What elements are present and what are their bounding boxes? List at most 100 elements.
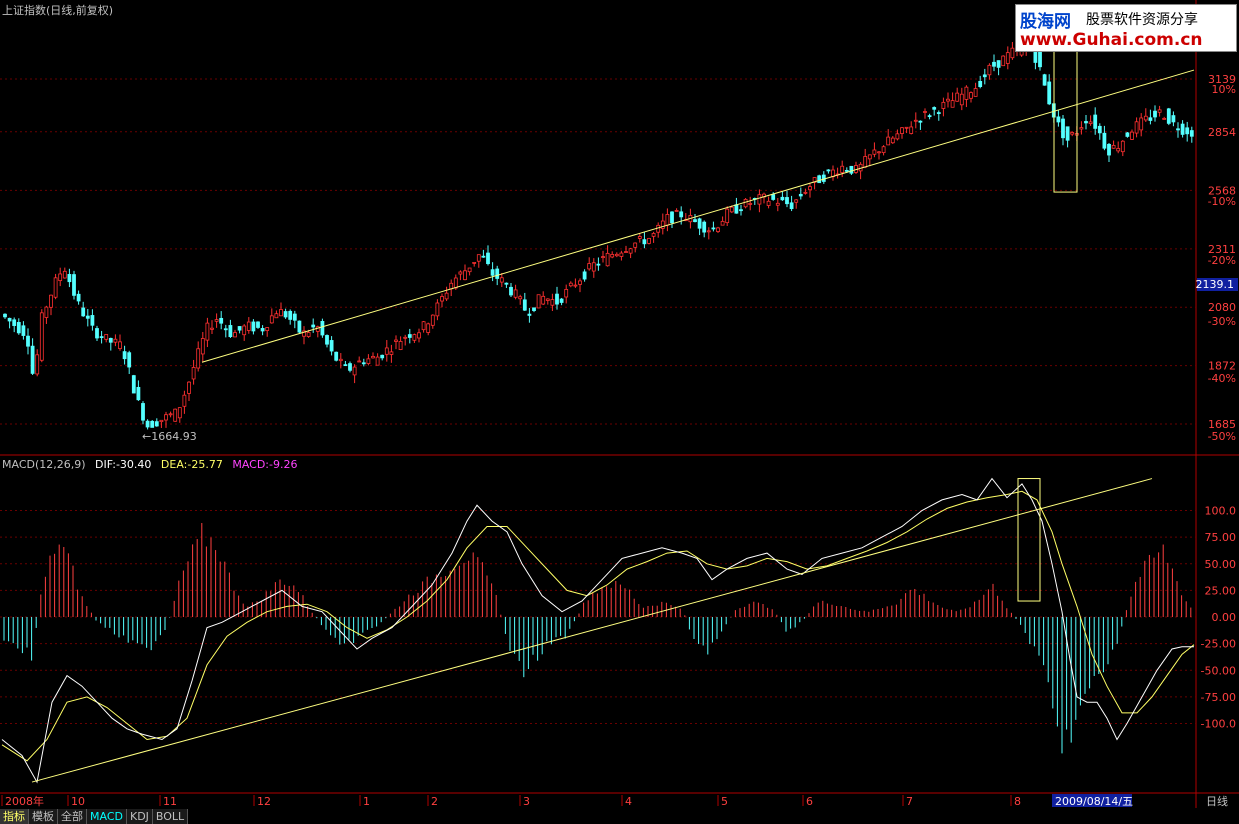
tab-macd[interactable]: MACD [87, 809, 127, 824]
percent-tick-label: -10% [1208, 195, 1236, 208]
candle-body [890, 137, 895, 144]
candle-body [996, 60, 1001, 68]
candle-body [614, 253, 619, 257]
candle-body [177, 407, 182, 419]
candle-body [53, 277, 58, 298]
candle-body [1162, 117, 1167, 120]
candle-body [1125, 132, 1130, 137]
candle-body [785, 197, 789, 205]
logo-url: www.Guhai.com.cn [1020, 30, 1203, 50]
percent-tick-label: -50% [1208, 430, 1236, 443]
candle-body [817, 175, 822, 184]
candle-body [1107, 143, 1111, 156]
candle-body [237, 326, 242, 331]
tab-all[interactable]: 全部 [58, 809, 87, 824]
axes: 313928542568231120801872168510%-10%-20%-… [1, 73, 1238, 808]
candle-body [1116, 148, 1121, 152]
candle-body [821, 174, 826, 182]
candle-body [12, 319, 17, 326]
candle-body [729, 206, 734, 213]
candle-body [357, 360, 362, 363]
candle-body [1038, 51, 1042, 68]
candle-body [269, 315, 274, 324]
candle-body [297, 320, 302, 333]
macd-tick-label: -25.00 [1201, 638, 1236, 651]
candle-body [104, 334, 109, 340]
candle-body [1088, 121, 1093, 124]
candle-body [877, 151, 881, 154]
candle-body [499, 277, 504, 283]
candle-body [522, 299, 527, 311]
candle-body [95, 328, 99, 339]
tab-kdj[interactable]: KDJ [126, 809, 153, 824]
macd-highlight-box [1017, 478, 1041, 602]
macd-value: MACD:-9.26 [232, 458, 298, 471]
candle-body [711, 227, 716, 230]
macd-tick-label: 25.00 [1205, 584, 1237, 597]
candle-body [182, 394, 187, 407]
candle-body [173, 408, 178, 422]
candle-body [205, 322, 210, 341]
candle-body [136, 386, 141, 401]
candle-body [72, 274, 76, 296]
price-tick-label: 2568 [1208, 184, 1236, 197]
candle-body [601, 256, 605, 259]
candle-body [582, 271, 587, 280]
candle-body [394, 339, 398, 342]
percent-tick-label: 10% [1212, 83, 1236, 96]
dif-line [1, 477, 1194, 784]
candle-body [992, 61, 996, 67]
candle-body [384, 347, 389, 355]
price-tick-label: 1685 [1208, 418, 1236, 431]
tab-template[interactable]: 模板 [29, 809, 58, 824]
candle-body [766, 200, 771, 206]
candle-body [665, 214, 670, 226]
macd-panel[interactable] [1, 477, 1195, 784]
candle-body [292, 313, 297, 321]
candle-body [279, 309, 283, 317]
candle-body [472, 261, 477, 264]
tab-boll[interactable]: BOLL [152, 809, 189, 824]
candle-body [978, 80, 983, 87]
x-tick-label: 6 [806, 795, 813, 808]
candle-body [973, 88, 978, 97]
candle-body [863, 156, 868, 168]
candle-body [702, 221, 707, 233]
candle-body [449, 282, 454, 290]
candle-body [421, 321, 426, 331]
candle-body [812, 177, 817, 183]
candle-body [366, 358, 371, 364]
candle-body [191, 367, 196, 380]
candle-body [81, 307, 86, 317]
dif-value: DIF:-30.40 [95, 458, 152, 471]
candle-body [1102, 132, 1107, 149]
candle-body [302, 330, 306, 337]
x-tick-label: 12 [257, 795, 271, 808]
candle-body [596, 263, 601, 266]
candle-body [844, 170, 849, 172]
candle-body [141, 403, 145, 421]
candle-body [30, 345, 35, 374]
candle-body [969, 92, 973, 99]
candle-body [407, 334, 412, 338]
candle-body [108, 337, 113, 343]
candle-body [67, 274, 72, 283]
candle-body [656, 224, 661, 233]
candle-body [670, 211, 674, 224]
candle-body [780, 196, 785, 201]
tab-indicator[interactable]: 指标 [0, 809, 29, 824]
candle-body [476, 254, 481, 262]
macd-tick-label: -100.0 [1201, 718, 1236, 731]
candle-body [200, 338, 205, 355]
candle-body [794, 199, 799, 203]
candle-body [412, 334, 417, 341]
candle-body [348, 363, 352, 371]
candle-body [1166, 108, 1171, 124]
price-panel[interactable]: ←1664.93 [3, 35, 1195, 443]
candle-body [440, 296, 444, 302]
candle-body [127, 352, 132, 368]
candle-body [380, 354, 385, 359]
price-tick-label: 2854 [1208, 126, 1236, 139]
price-tick-label: 2311 [1208, 243, 1236, 256]
